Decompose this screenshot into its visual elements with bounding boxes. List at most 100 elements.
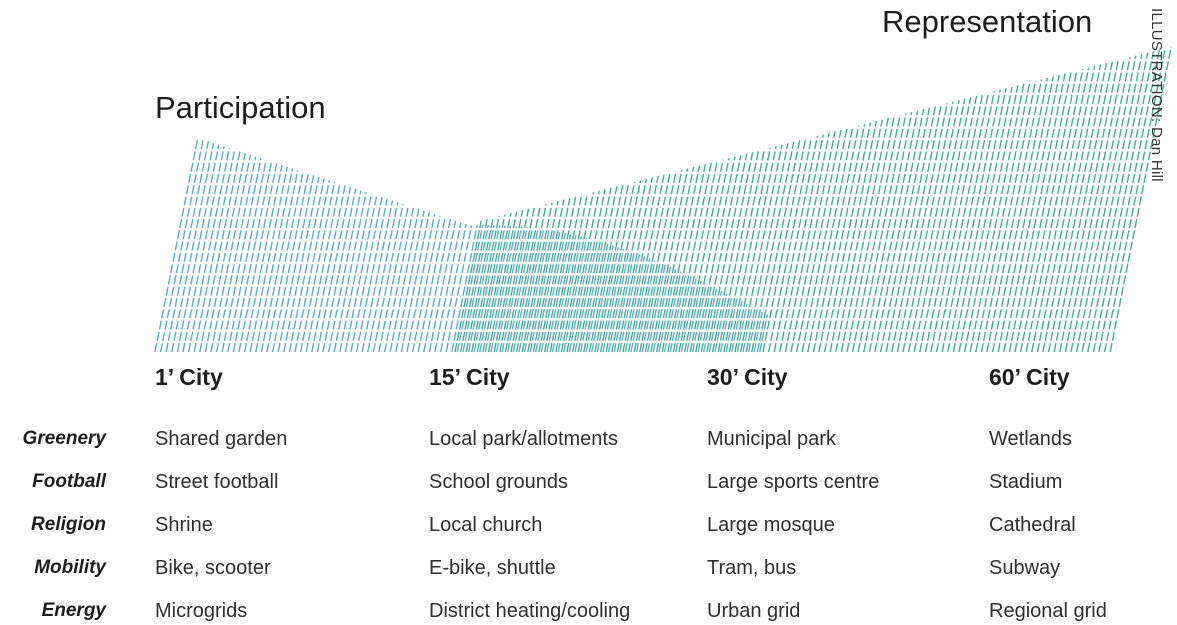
- part-hatch-stroke: [479, 225, 506, 353]
- cell-greenery-15: Local park/allotments: [429, 428, 618, 450]
- rep-hatch-stroke: [700, 155, 742, 353]
- rep-hatch-stroke: [538, 198, 571, 353]
- representation-hatched-area: [454, 46, 1172, 353]
- part-hatch-stroke: [266, 171, 304, 353]
- rep-hatch-stroke: [611, 178, 648, 353]
- part-hatch-stroke: [451, 224, 478, 353]
- cell-energy-30: Urban grid: [707, 600, 801, 622]
- part-hatch-stroke: [641, 262, 661, 353]
- rep-hatch-stroke: [734, 146, 777, 353]
- part-hatch-stroke: [411, 215, 441, 353]
- rep-hatch-stroke: [857, 113, 907, 353]
- part-hatch-stroke: [551, 235, 577, 353]
- rep-hatch-stroke: [773, 135, 819, 353]
- part-hatch-stroke: [540, 232, 566, 353]
- rep-hatch-stroke: [756, 140, 801, 353]
- part-hatch-stroke: [602, 248, 625, 353]
- rep-hatch-stroke: [1059, 60, 1119, 353]
- rep-hatch-stroke: [1008, 73, 1066, 353]
- rep-hatch-stroke: [1025, 68, 1084, 353]
- rep-hatch-stroke: [672, 162, 712, 353]
- cell-religion-60: Cathedral: [989, 514, 1076, 536]
- rep-hatch-stroke: [678, 160, 718, 353]
- rep-hatch-stroke: [986, 79, 1043, 353]
- rep-hatch-stroke: [829, 120, 878, 353]
- cell-football-60: Stadium: [989, 471, 1063, 493]
- rep-hatch-stroke: [969, 83, 1025, 353]
- part-hatch-stroke: [383, 207, 415, 353]
- rep-hatch-stroke: [801, 128, 848, 353]
- rep-hatch-stroke: [599, 181, 636, 353]
- rep-hatch-stroke: [823, 122, 872, 353]
- part-hatch-stroke: [675, 276, 692, 353]
- part-hatch-stroke: [462, 224, 490, 353]
- rep-hatch-stroke: [560, 192, 594, 353]
- rep-hatch-stroke: [930, 94, 984, 353]
- part-hatch-stroke: [445, 225, 473, 353]
- rep-hatch-stroke: [711, 152, 754, 353]
- rep-hatch-stroke: [835, 119, 883, 353]
- rep-hatch-stroke: [879, 107, 931, 353]
- rep-hatch-stroke: [695, 156, 736, 353]
- part-hatch-stroke: [238, 163, 278, 353]
- part-hatch-stroke: [322, 188, 357, 353]
- part-hatch-stroke: [344, 195, 378, 353]
- part-hatch-stroke: [635, 260, 656, 353]
- rep-hatch-stroke: [807, 126, 854, 353]
- part-hatch-stroke: [495, 226, 523, 353]
- part-hatch-stroke: [714, 293, 728, 353]
- rep-hatch-stroke: [818, 123, 866, 353]
- rep-hatch-stroke: [1042, 64, 1102, 353]
- part-hatch-stroke: [249, 166, 288, 353]
- cell-mobility-15: E-bike, shuttle: [429, 557, 556, 579]
- rep-hatch-stroke: [745, 143, 789, 353]
- rep-hatch-stroke: [952, 88, 1007, 353]
- part-hatch-stroke: [159, 139, 204, 353]
- rep-hatch-stroke: [958, 86, 1013, 353]
- rep-hatch-stroke: [471, 215, 500, 353]
- rep-hatch-stroke: [667, 163, 707, 353]
- rep-hatch-stroke: [913, 98, 966, 353]
- part-hatch-stroke: [731, 301, 743, 353]
- rep-hatch-stroke: [605, 180, 642, 353]
- rep-hatch-stroke: [454, 220, 482, 353]
- row-label-football: Football: [32, 471, 106, 492]
- rep-hatch-stroke: [577, 187, 612, 353]
- rep-hatch-stroke: [1103, 48, 1166, 353]
- row-label-energy: Energy: [41, 600, 106, 621]
- rep-hatch-stroke: [521, 202, 553, 353]
- rep-hatch-stroke: [924, 95, 978, 353]
- part-hatch-stroke: [277, 175, 315, 353]
- part-hatch-stroke: [406, 213, 436, 353]
- part-hatch-stroke: [378, 205, 409, 353]
- rep-hatch-stroke: [594, 183, 630, 353]
- part-hatch-stroke: [747, 309, 758, 353]
- part-hatch-stroke: [288, 178, 325, 353]
- rep-hatch-stroke: [482, 212, 512, 353]
- part-hatch-stroke: [434, 222, 462, 353]
- rep-hatch-stroke: [571, 189, 606, 353]
- cell-mobility-60: Subway: [989, 557, 1061, 579]
- rep-hatch-stroke: [1081, 54, 1143, 353]
- part-hatch-stroke: [243, 164, 283, 353]
- rep-hatch-stroke: [476, 214, 506, 353]
- rep-hatch-stroke: [493, 209, 524, 353]
- part-hatch-stroke: [473, 225, 501, 353]
- part-hatch-stroke: [669, 273, 687, 353]
- part-hatch-stroke: [518, 229, 545, 353]
- rep-hatch-stroke: [963, 85, 1019, 353]
- rep-hatch-stroke: [919, 97, 972, 353]
- rep-hatch-stroke: [683, 159, 724, 353]
- cell-greenery-1: Shared garden: [155, 428, 288, 450]
- rep-hatch-stroke: [1070, 57, 1131, 353]
- part-hatch-stroke: [423, 218, 452, 353]
- part-hatch-stroke: [501, 227, 528, 353]
- cell-mobility-30: Tram, bus: [707, 557, 797, 579]
- rep-hatch-stroke: [1047, 62, 1108, 353]
- rep-hatch-stroke: [487, 211, 518, 353]
- part-hatch-stroke: [327, 190, 362, 353]
- part-hatch-stroke: [691, 283, 707, 353]
- rep-hatch-stroke: [891, 104, 942, 353]
- cell-football-30: Large sports centre: [707, 471, 880, 493]
